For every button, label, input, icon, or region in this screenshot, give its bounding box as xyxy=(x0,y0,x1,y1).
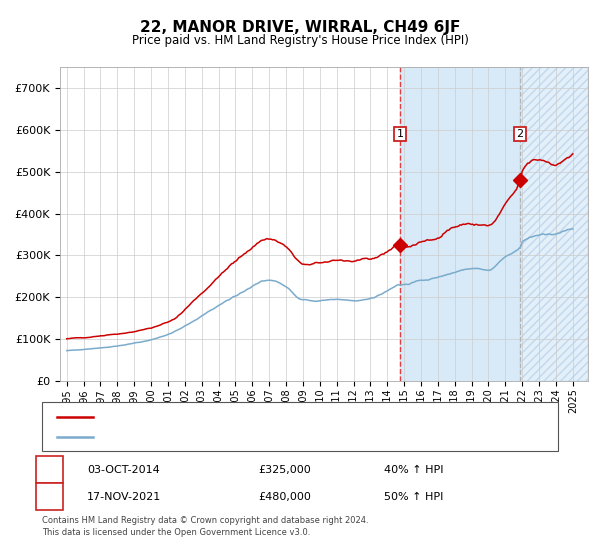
Text: 17-NOV-2021: 17-NOV-2021 xyxy=(87,492,161,502)
Text: This data is licensed under the Open Government Licence v3.0.: This data is licensed under the Open Gov… xyxy=(42,528,310,537)
Text: 1: 1 xyxy=(46,465,53,475)
Bar xyxy=(520,67,588,381)
Text: HPI: Average price, detached house, Wirral: HPI: Average price, detached house, Wirr… xyxy=(100,432,324,442)
Bar xyxy=(520,67,588,381)
Text: 2: 2 xyxy=(517,129,524,139)
Text: 22, MANOR DRIVE, WIRRAL, CH49 6JF: 22, MANOR DRIVE, WIRRAL, CH49 6JF xyxy=(140,20,460,35)
Text: 1: 1 xyxy=(397,129,403,139)
Text: £480,000: £480,000 xyxy=(258,492,311,502)
Text: 03-OCT-2014: 03-OCT-2014 xyxy=(87,465,160,475)
Text: Price paid vs. HM Land Registry's House Price Index (HPI): Price paid vs. HM Land Registry's House … xyxy=(131,34,469,46)
Text: £325,000: £325,000 xyxy=(258,465,311,475)
Bar xyxy=(400,67,520,381)
Text: 40% ↑ HPI: 40% ↑ HPI xyxy=(384,465,443,475)
Text: 50% ↑ HPI: 50% ↑ HPI xyxy=(384,492,443,502)
Text: 22, MANOR DRIVE, WIRRAL, CH49 6JF (detached house): 22, MANOR DRIVE, WIRRAL, CH49 6JF (detac… xyxy=(100,412,389,422)
Text: Contains HM Land Registry data © Crown copyright and database right 2024.: Contains HM Land Registry data © Crown c… xyxy=(42,516,368,525)
Text: 2: 2 xyxy=(46,492,53,502)
